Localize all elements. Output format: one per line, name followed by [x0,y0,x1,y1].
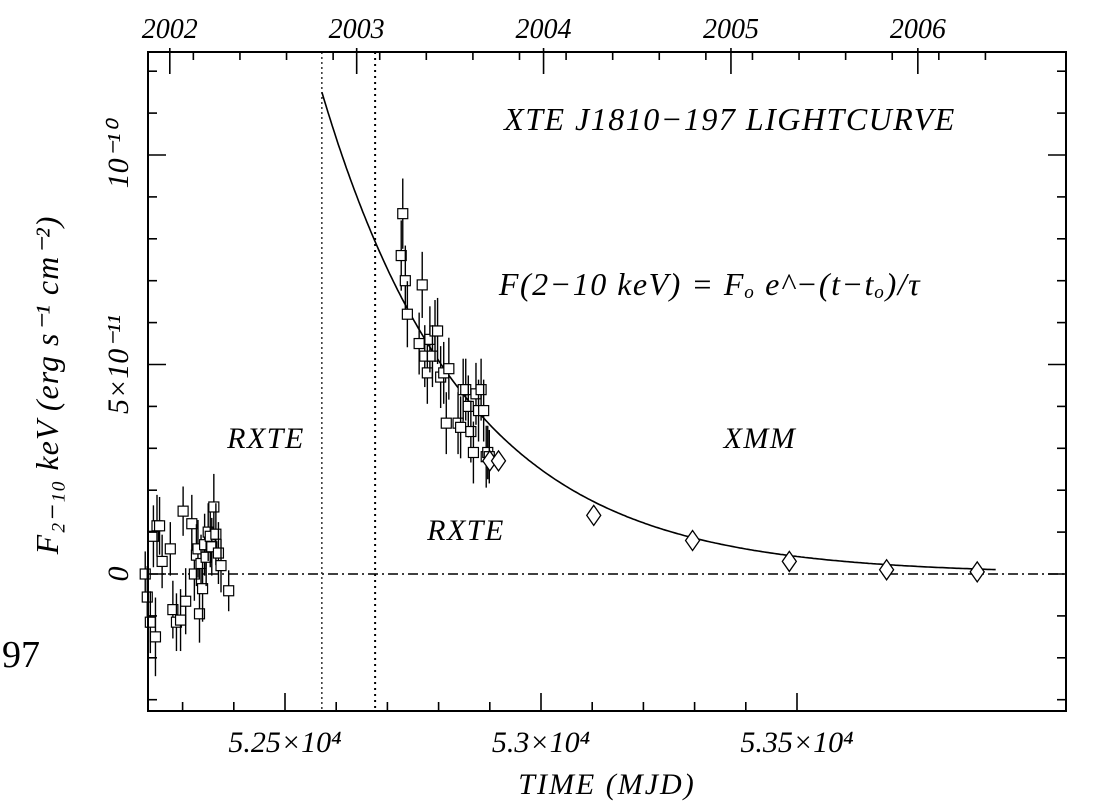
year-label: 2006 [890,14,946,45]
rxte-point [212,547,225,559]
x-tick-label: 5.3×10⁴ [492,726,590,759]
y-axis-title: F₂₋₁₀ keV (erg s⁻¹ cm⁻²) [29,216,65,556]
rxte-point [215,560,227,572]
annotations: XTE J1810−197 LIGHTCURVE F(2−10 keV) = Fₒ… [226,101,956,547]
x-tick-label: 5.25×10⁴ [228,726,341,759]
rxte-point [395,249,407,262]
rxte-point [164,543,176,555]
rxte-point [478,404,490,417]
plot-frame [147,51,1067,712]
rxte-point [462,400,474,412]
page-number: 97 [2,634,40,676]
year-label: 2004 [516,14,572,45]
plot-frame-rect [147,51,1067,712]
rxte-point [397,208,409,220]
rxte-point [206,541,218,553]
rxte-point [426,350,439,362]
xmm-point [969,560,986,584]
rxte-point [149,631,162,643]
fit-curve [321,91,996,571]
rxte-point [196,583,209,595]
xmm-point [684,529,701,552]
year-label: 2003 [329,14,385,45]
rxte-point [153,520,166,532]
rxte-point [416,279,428,291]
x-tick-label: 5.35×10⁴ [740,726,853,759]
y-tick-label: 10⁻¹⁰ [102,118,135,189]
annotation-text: RXTE [426,514,505,547]
rxte-point [455,421,467,433]
year-label: 2002 [142,14,198,45]
y-tick-label: 0 [102,567,135,582]
exponential-fit-line [321,91,996,571]
rxte-point [156,555,168,568]
rxte-point [186,518,198,530]
rxte-point [431,325,444,337]
annotation-text: XMM [723,422,797,455]
chart-lines [148,52,1066,711]
rxte-point [174,614,187,626]
rxte-point [188,568,200,580]
rxte-point [465,425,477,438]
rxte-point [177,505,189,517]
rxte-point [210,528,222,540]
xmm-point [878,558,895,581]
annotation-text: RXTE [226,422,305,455]
annotation-text: XTE J1810−197 LIGHTCURVE [502,101,956,137]
rxte-point [399,275,411,287]
xmm-point [490,449,507,473]
xmm-point [781,550,798,573]
rxte-point [460,384,472,396]
y-tick-label: 5×10⁻¹¹ [102,315,135,414]
xmm-point [585,504,602,527]
rxte-point [475,384,487,396]
axis-labels: 2002 2003 2004 2005 2006 5.25×10⁴ 5.3×10⁴ 5.35×… [29,14,946,801]
x-axis-title: TIME (MJD) [518,768,695,801]
rxte-point [208,501,220,513]
rxte-point [443,363,455,375]
rxte-point [193,608,206,620]
rxte-point [223,585,235,597]
rxte-point [180,595,192,607]
rxte-point [440,417,452,429]
year-label: 2005 [703,14,759,45]
rxte-point [167,604,179,616]
data-points [139,178,986,677]
rxte-point [413,337,425,350]
annotation-text: F(2−10 keV) = Fₒ e^−(t−tₒ)/τ [498,266,921,302]
axis-ticks [148,48,1066,711]
rxte-point [144,616,156,628]
rxte-point [467,446,480,459]
rxte-point [401,308,413,320]
rxte-point [421,367,433,379]
